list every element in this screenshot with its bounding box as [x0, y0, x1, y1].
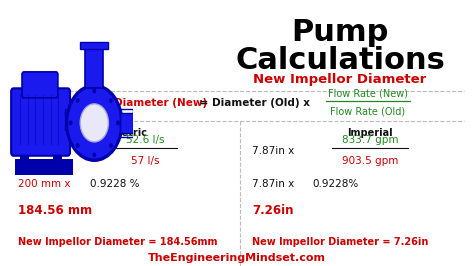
Bar [80, 41, 109, 48]
Text: New Impellor Diameter = 7.26in: New Impellor Diameter = 7.26in [252, 237, 428, 247]
Text: Diameter (New): Diameter (New) [114, 98, 207, 108]
Circle shape [66, 85, 122, 161]
Text: 7.87in x: 7.87in x [252, 179, 294, 189]
Circle shape [109, 143, 113, 148]
Circle shape [93, 89, 96, 93]
Text: Flow Rate (Old): Flow Rate (Old) [330, 107, 406, 117]
Bar [85, 45, 103, 88]
Text: 7.87in x: 7.87in x [252, 146, 294, 156]
Text: Imperial: Imperial [347, 128, 393, 138]
Text: TheEngineeringMindset.com: TheEngineeringMindset.com [148, 253, 326, 263]
Text: New Impellor Diameter: New Impellor Diameter [254, 73, 427, 86]
FancyBboxPatch shape [11, 88, 70, 156]
Text: 7.26in: 7.26in [252, 205, 293, 218]
Bar [120, 109, 133, 137]
Circle shape [80, 104, 109, 142]
Circle shape [109, 98, 113, 102]
Text: New Impellor Diameter = 184.56mm: New Impellor Diameter = 184.56mm [18, 237, 218, 247]
Text: Pump: Pump [292, 18, 389, 47]
Circle shape [76, 143, 79, 148]
Text: Flow Rate (New): Flow Rate (New) [328, 88, 408, 98]
Text: = Diameter (Old) x: = Diameter (Old) x [196, 98, 310, 108]
Bar [54, 149, 63, 175]
Text: Calculations: Calculations [235, 46, 445, 75]
Text: 0.9228%: 0.9228% [312, 179, 358, 189]
Bar [120, 113, 135, 133]
Text: 833.7 gpm: 833.7 gpm [342, 135, 398, 145]
Text: Metric: Metric [112, 128, 147, 138]
Text: 200 mm x: 200 mm x [18, 146, 71, 156]
Text: 200 mm x: 200 mm x [18, 179, 71, 189]
Bar [65, 109, 75, 130]
Text: 184.56 mm: 184.56 mm [18, 205, 92, 218]
Text: 57 l/s: 57 l/s [131, 156, 159, 166]
Text: Formula:: Formula: [60, 98, 112, 108]
FancyBboxPatch shape [22, 72, 58, 98]
Text: 0.9228 %: 0.9228 % [90, 179, 139, 189]
Bar [15, 159, 73, 175]
Circle shape [69, 121, 72, 125]
Circle shape [93, 153, 96, 157]
Circle shape [117, 121, 119, 125]
Bar [20, 149, 29, 175]
Circle shape [76, 98, 79, 102]
Text: 52.6 l/s: 52.6 l/s [126, 135, 164, 145]
Text: 903.5 gpm: 903.5 gpm [342, 156, 398, 166]
